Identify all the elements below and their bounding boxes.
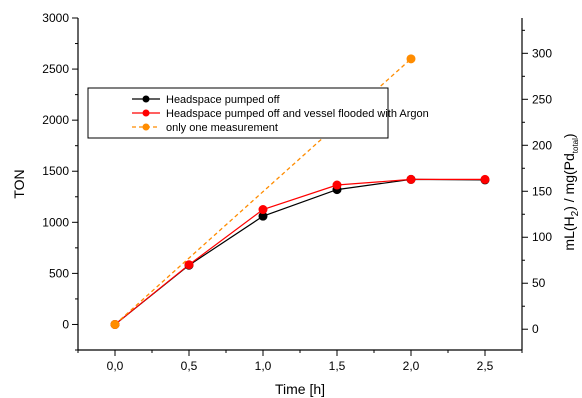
x-tick-label: 1,0 [255,359,272,373]
y-left-tick-label: 0 [62,317,69,331]
y-right-title-part: ) [561,133,577,138]
y-right-title-sub-total: total [571,138,580,153]
legend-marker-2 [142,123,150,131]
y-right-title-part: mL(H [561,216,577,250]
x-tick-label: 2,0 [403,359,420,373]
y-left-tick-label: 1000 [42,215,69,229]
series-1-point [258,205,268,215]
y-right-tick-label: 0 [532,322,539,336]
y-right-tick-label: 100 [532,230,552,244]
legend-label-0: Headspace pumped off [166,94,280,106]
y-right-tick-label: 150 [532,184,552,198]
series-1-point [184,260,194,270]
x-axis-title: Time [h] [275,381,325,397]
series-line-0 [114,178,486,325]
y-left-axis-title: TON [11,169,27,198]
y-left-tick-label: 2000 [42,113,69,127]
y-left-tick-label: 3000 [42,11,69,25]
y-left-tick-label: 1500 [42,164,69,178]
y-right-tick-label: 250 [532,92,552,106]
y-right-title-sub-h: 2 [570,210,581,216]
y-right-tick-label: 200 [532,138,552,152]
x-tick-label: 2,5 [477,359,494,373]
y-left-tick-label: 500 [49,266,69,280]
x-tick-label: 1,5 [329,359,346,373]
legend-marker-0 [142,95,150,103]
axes: 0,0 0,5 1,0 1,5 2,0 2,50500100015002000250030… [11,11,581,397]
series-line-1 [114,178,485,325]
y-right-tick-label: 50 [532,276,546,290]
series-1-point [480,174,490,184]
y-right-axis-title: mL(H2) / mg(Pdtotal) [561,133,581,250]
legend-label-1: Headspace pumped off and vessel flooded … [166,108,429,120]
x-tick-label: 0,0 [107,359,124,373]
series-2-point [406,54,416,64]
series-2-point [110,319,120,329]
y-right-title-part: ) / mg(Pd [561,153,577,211]
legend-label-2: only one measurement [166,122,278,134]
series-1-point [406,174,416,184]
legend-marker-1 [142,109,150,117]
y-left-tick-label: 2500 [42,62,69,76]
y-right-tick-label: 300 [532,46,552,60]
x-tick-label: 0,5 [181,359,198,373]
series-1-point [332,180,342,190]
legend: Headspace pumped off Headspace pumped off… [87,87,429,139]
series-layer [110,54,490,329]
